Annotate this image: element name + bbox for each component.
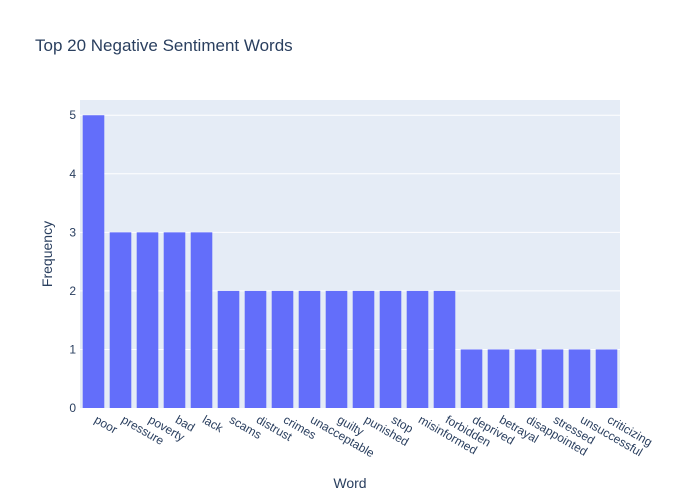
- x-tick-label: lack: [200, 412, 226, 435]
- y-tick-label: 4: [69, 167, 76, 181]
- bar-stressed: [541, 349, 564, 408]
- y-tick-label: 5: [69, 108, 76, 122]
- bar-disappointed: [514, 349, 537, 408]
- bar-bad: [163, 232, 186, 408]
- y-tick-label: 1: [69, 342, 76, 356]
- y-tick-label: 2: [69, 284, 76, 298]
- bar-unacceptable: [298, 290, 321, 408]
- bar-distrust: [244, 290, 267, 408]
- x-axis-title: Word: [333, 475, 366, 491]
- plot-area: [80, 100, 620, 408]
- bar-forbidden: [433, 290, 456, 408]
- bar-deprived: [460, 349, 483, 408]
- bar-scams: [217, 290, 240, 408]
- y-tick-label: 3: [69, 225, 76, 239]
- bar-poor: [82, 115, 105, 408]
- y-axis-ticks: 0 1 2 3 4 5: [69, 108, 76, 415]
- bar-stop: [379, 290, 402, 408]
- bar-pressure: [109, 232, 132, 408]
- bar-betrayal: [487, 349, 510, 408]
- bar-unsuccessful: [568, 349, 591, 408]
- bar-misinformed: [406, 290, 429, 408]
- bar-guilty: [325, 290, 348, 408]
- bars: [82, 115, 618, 408]
- bar-criticizing: [595, 349, 618, 408]
- y-axis-title: Frequency: [39, 221, 55, 287]
- y-tick-label: 0: [69, 401, 76, 415]
- x-tick-label: poor: [92, 412, 120, 436]
- bar-crimes: [271, 290, 294, 408]
- chart-title: Top 20 Negative Sentiment Words: [35, 36, 293, 55]
- bar-poverty: [136, 232, 159, 408]
- bar-lack: [190, 232, 213, 408]
- bar-punished: [352, 290, 375, 408]
